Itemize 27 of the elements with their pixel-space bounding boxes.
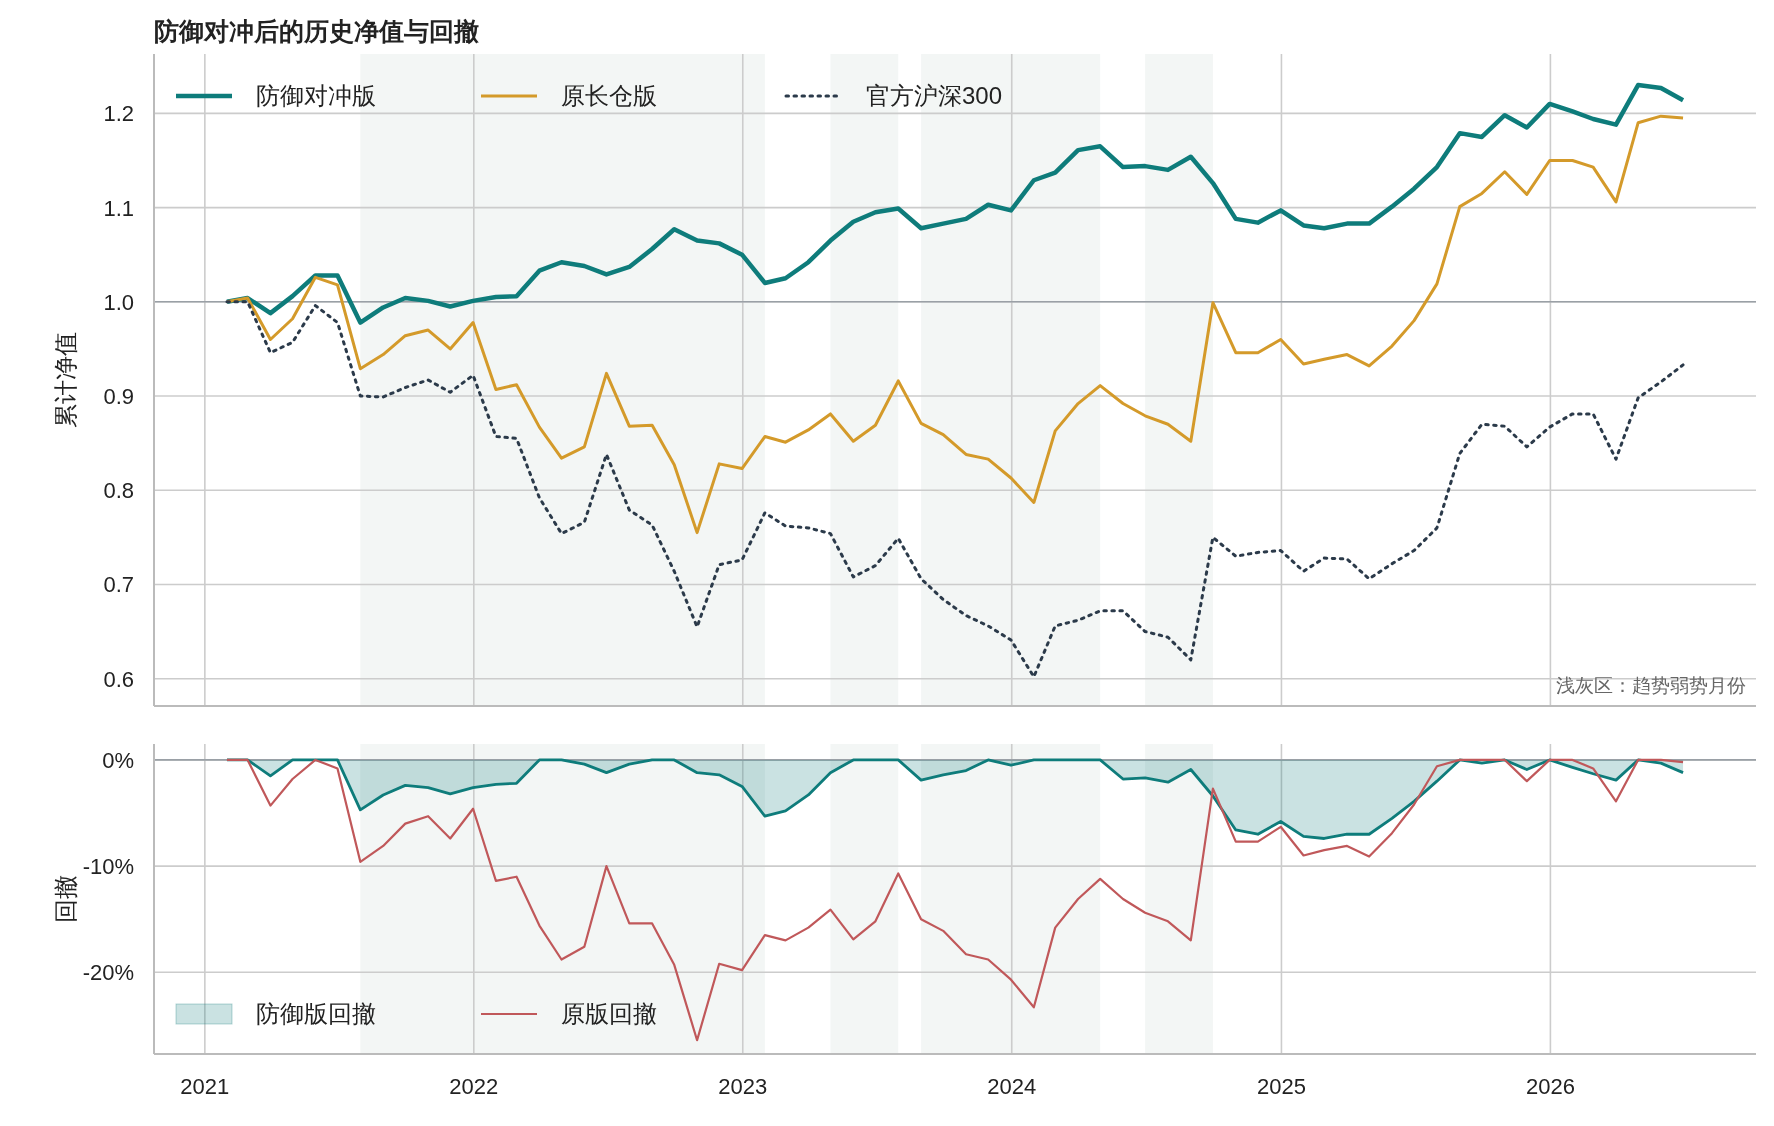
- y-tick-label: 1.1: [103, 195, 134, 221]
- chart-title: 防御对冲后的历史净值与回撤: [154, 17, 479, 45]
- y-tick-label: -10%: [82, 854, 134, 880]
- x-tick-label: 2022: [449, 1074, 499, 1099]
- x-tick-label: 2025: [1256, 1074, 1306, 1099]
- legend-label: 官方沪深300: [866, 82, 1003, 109]
- legend-label: 原长仓版: [561, 82, 657, 109]
- x-tick-label: 2023: [718, 1074, 768, 1099]
- y-tick-label: 0%: [102, 747, 134, 773]
- x-tick-label: 2026: [1525, 1074, 1575, 1099]
- y-tick-label: 0.6: [103, 666, 134, 692]
- x-tick-label: 2021: [180, 1074, 230, 1099]
- legend-label: 防御对冲版: [256, 82, 376, 109]
- y-tick-label: 1.2: [103, 101, 134, 127]
- y-tick-label: 0.8: [103, 478, 134, 504]
- y-axis-title: 累计净值: [52, 332, 79, 428]
- y-tick-label: 0.9: [103, 384, 134, 410]
- x-tick-label: 2024: [987, 1074, 1037, 1099]
- legend-label: 防御版回撤: [256, 1000, 376, 1027]
- line-series: [225, 758, 1685, 1042]
- annotation: 浅灰区：趋势弱势月份: [1556, 675, 1746, 696]
- y-tick-label: 1.0: [103, 289, 134, 315]
- y-tick-label: -20%: [82, 960, 134, 986]
- y-tick-label: 0.7: [103, 572, 134, 598]
- legend-label: 原版回撤: [561, 1000, 657, 1027]
- y-axis-title: 回撤: [52, 875, 79, 923]
- line-series: [224, 82, 1686, 325]
